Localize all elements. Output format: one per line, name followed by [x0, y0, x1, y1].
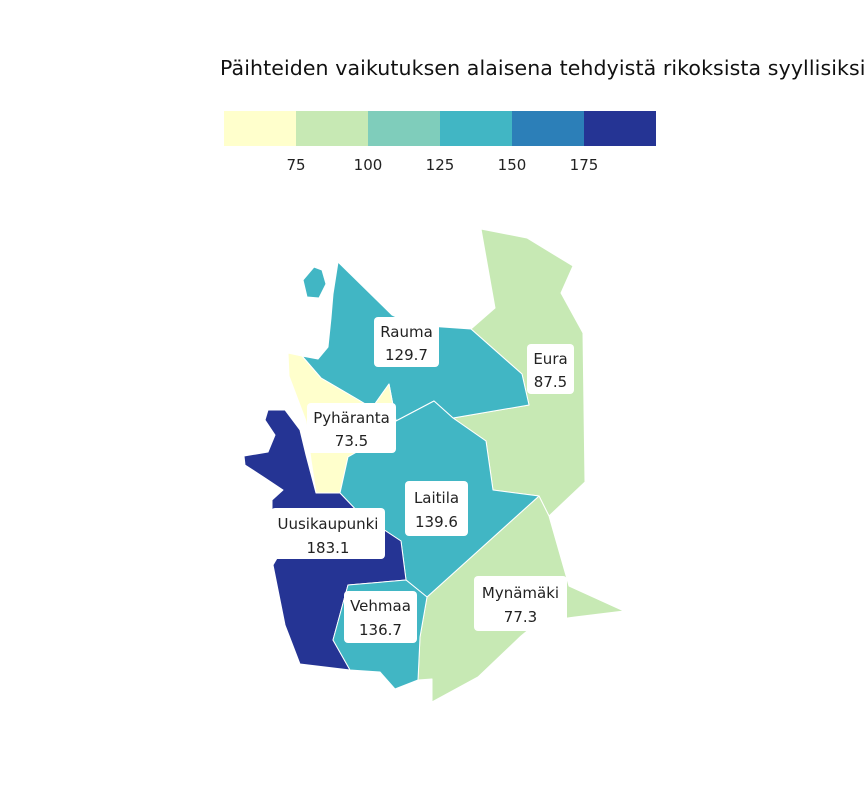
region-name: Eura — [533, 350, 567, 368]
region-name: Uusikaupunki — [278, 515, 379, 533]
region-name: Rauma — [380, 323, 433, 341]
legend-tick-label: 100 — [354, 156, 383, 174]
label-vehmaa: Vehmaa 136.7 — [344, 591, 417, 643]
legend: 75 100 125 150 175 — [224, 111, 656, 174]
label-mynamaki: Mynämäki 77.3 — [474, 576, 567, 631]
label-eura: Eura 87.5 — [527, 344, 574, 394]
region-labels: Rauma 129.7 Eura 87.5 Pyhäranta 73.5 Lai… — [271, 317, 574, 643]
legend-tick-label: 150 — [498, 156, 527, 174]
regions — [243, 228, 625, 703]
legend-tick-label: 175 — [570, 156, 599, 174]
region-value: 136.7 — [359, 621, 402, 639]
legend-swatch — [584, 111, 656, 146]
region-value: 87.5 — [534, 373, 567, 391]
label-pyharanta: Pyhäranta 73.5 — [307, 403, 396, 453]
region-value: 73.5 — [335, 432, 368, 450]
region-name: Laitila — [414, 489, 459, 507]
region-value: 183.1 — [307, 539, 350, 557]
legend-tick-label: 75 — [286, 156, 305, 174]
label-uusikaupunki: Uusikaupunki 183.1 — [271, 508, 385, 559]
label-rauma: Rauma 129.7 — [374, 317, 439, 367]
legend-swatch — [296, 111, 368, 146]
region-value: 129.7 — [385, 346, 428, 364]
legend-swatch — [368, 111, 440, 146]
map-title: Päihteiden vaikutuksen alaisena tehdyist… — [220, 56, 864, 80]
region-rauma-island[interactable] — [302, 266, 327, 299]
region-name: Pyhäranta — [313, 409, 390, 427]
region-name: Vehmaa — [350, 597, 411, 615]
region-value: 77.3 — [504, 608, 537, 626]
region-value: 139.6 — [415, 513, 458, 531]
label-laitila: Laitila 139.6 — [405, 481, 468, 536]
region-name: Mynämäki — [482, 584, 559, 602]
legend-swatch — [440, 111, 512, 146]
legend-swatch — [224, 111, 296, 146]
legend-swatch — [512, 111, 584, 146]
legend-tick-label: 125 — [426, 156, 455, 174]
